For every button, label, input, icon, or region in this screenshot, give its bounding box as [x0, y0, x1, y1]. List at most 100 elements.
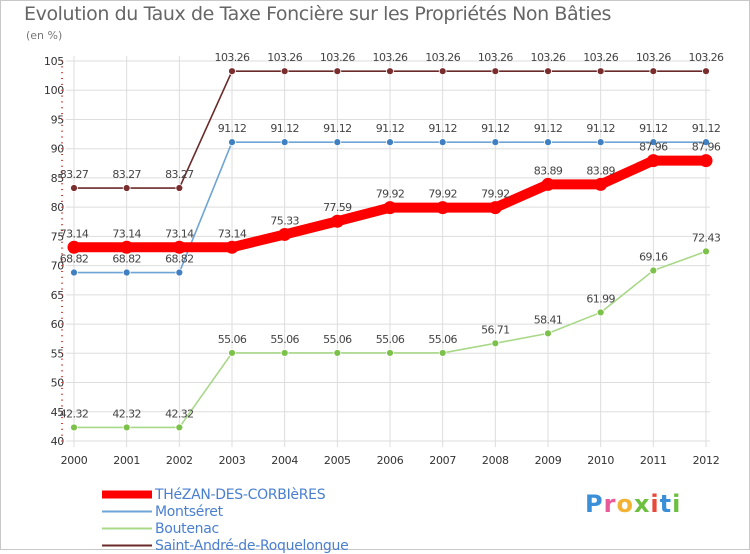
data-point — [438, 67, 447, 76]
data-point — [70, 268, 78, 277]
data-label: 91.12 — [534, 122, 563, 135]
data-label: 55.06 — [323, 333, 352, 346]
data-point — [280, 67, 289, 76]
data-point — [333, 349, 342, 357]
data-label: 42.32 — [112, 407, 141, 420]
data-point — [386, 67, 394, 76]
logo-letter: i — [672, 490, 682, 518]
data-point — [491, 138, 500, 147]
logo-letter: o — [616, 490, 634, 518]
legend-label-saint-andre: Saint-André-de-Roquelongue — [155, 537, 349, 554]
data-label: 91.12 — [586, 122, 615, 135]
data-point — [70, 184, 78, 192]
data-point — [70, 423, 78, 432]
x-tick-label: 2004 — [271, 454, 298, 467]
data-point — [67, 240, 81, 254]
data-point — [646, 154, 660, 168]
data-point — [544, 329, 552, 338]
data-point — [280, 138, 289, 147]
data-label: 103.26 — [478, 51, 513, 64]
data-label: 69.16 — [639, 251, 668, 264]
data-label: 87.96 — [692, 141, 721, 154]
data-point — [594, 177, 608, 191]
data-point — [122, 268, 131, 277]
data-label: 55.06 — [218, 333, 247, 346]
data-point — [491, 339, 500, 348]
data-label: 83.27 — [165, 168, 194, 181]
data-point — [702, 138, 710, 147]
data-label: 56.71 — [481, 323, 510, 336]
data-label: 103.26 — [267, 51, 302, 64]
data-label: 91.12 — [270, 122, 299, 135]
x-tick-label: 2011 — [640, 454, 667, 467]
logo-letter: t — [659, 490, 673, 518]
data-point — [175, 184, 184, 192]
data-label: 91.12 — [639, 122, 668, 135]
x-tick-label: 2010 — [587, 454, 614, 467]
data-point — [596, 67, 605, 76]
data-label: 103.26 — [689, 51, 724, 64]
data-point — [228, 349, 236, 357]
x-tick-label: 2000 — [61, 454, 88, 467]
legend-label-thezan: THéZAN-DES-CORBIèRES — [155, 486, 326, 503]
data-point — [333, 138, 342, 147]
data-point — [702, 247, 710, 256]
data-point — [386, 138, 394, 147]
y-tick-label: 90 — [51, 143, 65, 156]
legend-item-thezan: THéZAN-DES-CORBIèRES — [102, 486, 348, 503]
data-point — [120, 240, 134, 254]
data-point — [278, 227, 292, 241]
chart-title: Evolution du Taux de Taxe Foncière sur l… — [24, 3, 612, 25]
y-tick-label: 70 — [51, 260, 65, 273]
y-tick-label: 80 — [51, 201, 65, 214]
data-label: 75.33 — [270, 214, 299, 227]
data-label: 91.12 — [218, 122, 247, 135]
data-point — [649, 138, 658, 147]
data-label: 42.32 — [165, 407, 194, 420]
x-tick-label: 2005 — [324, 454, 351, 467]
data-point — [280, 349, 289, 357]
legend-label-montseret: Montséret — [155, 503, 223, 520]
y-tick-label: 95 — [51, 113, 65, 126]
data-point — [649, 266, 658, 275]
data-label: 68.82 — [112, 253, 141, 266]
data-point — [649, 67, 658, 76]
y-tick-label: 40 — [51, 435, 65, 448]
data-point — [596, 308, 605, 317]
data-point — [333, 67, 342, 76]
logo-letter: i — [650, 490, 660, 518]
data-point — [383, 201, 397, 215]
x-tick-label: 2003 — [219, 454, 246, 467]
data-point — [488, 201, 502, 215]
data-point — [438, 349, 447, 357]
y-tick-label: 100 — [44, 84, 64, 97]
x-tick-label: 2008 — [482, 454, 509, 467]
data-label: 103.26 — [636, 51, 671, 64]
data-point — [541, 177, 555, 191]
proxiti-logo: Proxiti — [585, 490, 681, 518]
legend-label-boutenac: Boutenac — [155, 520, 219, 537]
x-tick-label: 2006 — [377, 454, 404, 467]
legend-item-boutenac: Boutenac — [102, 520, 348, 537]
y-tick-label: 65 — [51, 289, 65, 302]
data-label: 103.26 — [373, 51, 408, 64]
data-label: 79.92 — [481, 188, 510, 201]
y-tick-label: 55 — [51, 347, 65, 360]
logo-letter: r — [603, 490, 617, 518]
x-tick-label: 2012 — [693, 454, 720, 467]
y-tick-label: 60 — [51, 318, 65, 331]
data-point — [702, 67, 710, 76]
data-point — [225, 240, 239, 254]
data-label: 55.06 — [376, 333, 405, 346]
data-point — [544, 67, 552, 76]
data-label: 73.14 — [60, 227, 89, 240]
data-label: 58.41 — [534, 313, 563, 326]
data-label: 103.26 — [320, 51, 355, 64]
data-point — [122, 184, 131, 192]
data-label: 55.06 — [270, 333, 299, 346]
legend: THéZAN-DES-CORBIèRES Montséret Boutenac … — [102, 486, 349, 554]
data-label: 68.82 — [165, 253, 194, 266]
data-point — [122, 423, 131, 432]
data-label: 55.06 — [428, 333, 457, 346]
y-tick-label: 75 — [51, 230, 65, 243]
